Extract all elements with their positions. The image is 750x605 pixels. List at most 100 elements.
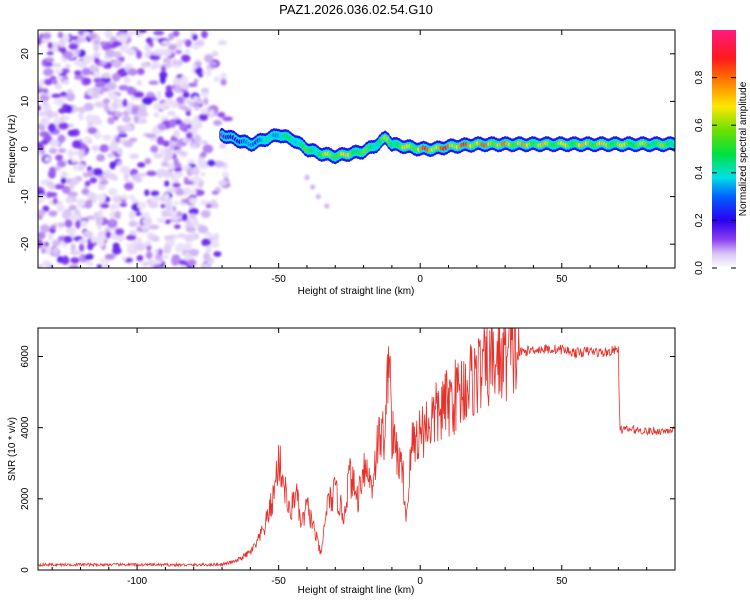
y-tick-label: 6000 xyxy=(20,345,31,368)
noise-blob xyxy=(205,203,213,209)
noise-blob xyxy=(211,50,219,57)
noise-blob xyxy=(44,156,51,162)
noise-blob xyxy=(84,199,93,209)
noise-blob xyxy=(188,197,198,204)
noise-blob xyxy=(114,228,125,236)
noise-blob xyxy=(152,235,160,243)
noise-blob xyxy=(153,195,161,203)
noise-blob xyxy=(121,256,127,261)
noise-blob xyxy=(192,33,198,41)
noise-blob xyxy=(99,41,107,47)
noise-blob xyxy=(181,213,188,222)
noise-blob xyxy=(109,161,116,170)
noise-blob xyxy=(93,69,100,79)
noise-blob xyxy=(184,39,192,48)
noise-blob xyxy=(108,187,118,196)
noise-blob xyxy=(67,129,77,137)
noise-blob xyxy=(153,260,163,265)
noise-blob xyxy=(188,100,196,108)
noise-blob xyxy=(123,124,133,132)
noise-blob xyxy=(64,219,73,228)
snr-panel: -100 -50 0 50 0 2000 4000 6000 Height of strai… xyxy=(7,327,676,596)
noise-blob xyxy=(162,140,170,147)
noise-blob xyxy=(93,57,100,64)
noise-blob xyxy=(166,164,176,170)
noise-blob xyxy=(80,220,88,228)
noise-blob xyxy=(61,255,69,264)
noise-blob xyxy=(193,78,199,84)
noise-blob xyxy=(52,111,59,118)
noise-blob xyxy=(85,114,96,123)
noise-blob xyxy=(112,59,122,69)
noise-blob xyxy=(183,187,192,195)
snr-x-ticks: -100 -50 0 50 xyxy=(51,328,676,587)
noise-blob xyxy=(193,189,205,196)
noise-blob xyxy=(183,180,195,185)
noise-blob xyxy=(153,112,160,118)
noise-blob xyxy=(178,242,185,250)
noise-blob xyxy=(181,54,191,63)
noise-blob xyxy=(50,224,57,230)
noise-blob xyxy=(136,79,142,87)
noise-blob xyxy=(173,224,181,229)
noise-blob xyxy=(212,203,219,209)
noise-blob xyxy=(108,219,116,226)
noise-blob xyxy=(44,57,55,63)
noise-blob xyxy=(116,125,125,132)
noise-blob xyxy=(42,32,52,39)
noise-blob xyxy=(185,131,193,140)
noise-blob xyxy=(168,119,177,128)
noise-blob xyxy=(58,148,67,154)
noise-blob xyxy=(161,161,170,167)
noise-blob xyxy=(48,147,58,154)
noise-blob xyxy=(145,133,157,138)
noise-blob xyxy=(146,170,157,177)
noise-blob xyxy=(122,99,128,108)
noise-blob xyxy=(133,177,143,183)
noise-blob xyxy=(192,64,198,70)
noise-blob xyxy=(103,103,110,112)
noise-blob xyxy=(51,248,60,256)
noise-blob xyxy=(173,129,180,138)
x-tick-label: 0 xyxy=(417,274,423,285)
noise-blob xyxy=(152,63,163,69)
noise-blob xyxy=(180,265,187,268)
snr-series-line xyxy=(38,328,675,568)
noise-blob xyxy=(47,233,54,241)
noise-blob xyxy=(141,217,153,226)
noise-blob xyxy=(119,44,129,53)
noise-blob xyxy=(205,245,212,254)
noise-blob xyxy=(90,33,98,39)
noise-blob xyxy=(172,30,180,37)
noise-blob xyxy=(152,153,164,159)
noise-blob xyxy=(54,165,61,171)
noise-blob xyxy=(53,184,65,190)
noise-blob xyxy=(103,263,110,268)
noise-blob xyxy=(193,95,199,101)
colorbar-tick-label: 0.0 xyxy=(694,261,705,275)
noise-blob xyxy=(164,219,171,225)
noise-blob xyxy=(101,72,111,79)
noise-blob xyxy=(171,176,180,184)
noise-blob xyxy=(171,215,180,222)
noise-blob xyxy=(201,30,208,39)
noise-blob xyxy=(71,140,82,149)
noise-blob xyxy=(185,226,197,233)
noise-blob xyxy=(79,149,85,157)
noise-blob xyxy=(128,211,136,219)
noise-blob xyxy=(186,123,192,130)
noise-blob xyxy=(111,176,119,181)
snr-y-ticks: 0 2000 4000 6000 xyxy=(20,345,675,573)
noise-blob xyxy=(200,172,206,177)
noise-blob xyxy=(46,110,54,119)
noise-blob xyxy=(84,180,91,187)
noise-blob xyxy=(81,188,90,195)
noise-blob xyxy=(62,51,74,60)
noise-blob xyxy=(135,50,143,59)
noise-blob xyxy=(107,152,115,158)
noise-blob xyxy=(149,55,160,60)
noise-blob xyxy=(74,70,82,76)
noise-blob xyxy=(114,210,121,220)
noise-blob xyxy=(152,102,163,110)
